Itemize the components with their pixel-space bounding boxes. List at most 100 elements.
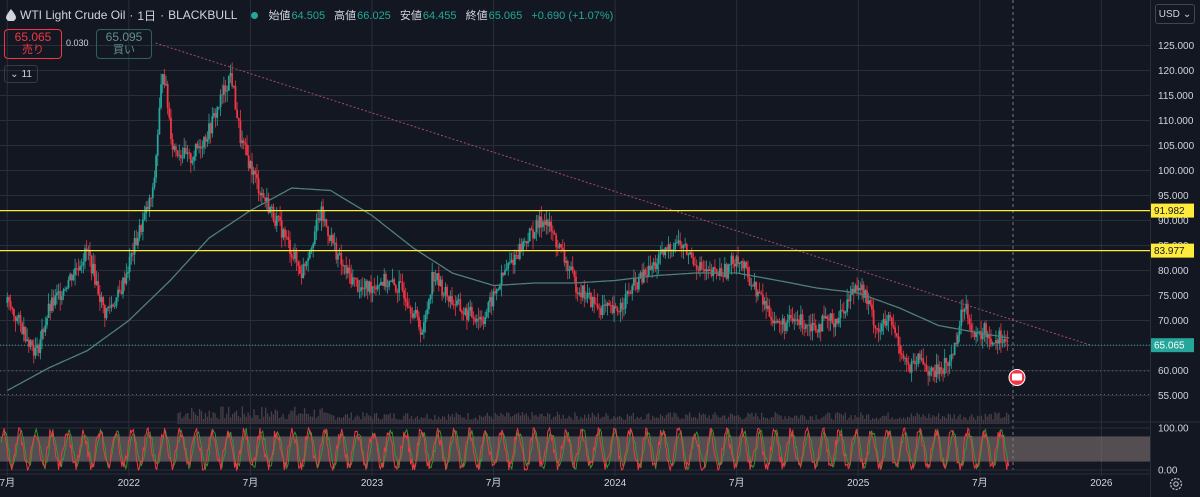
currency-selector[interactable]: USD ⌄ — [1155, 4, 1195, 24]
interval-label[interactable]: 1日 — [137, 8, 157, 23]
volume-bar — [930, 417, 932, 424]
volume-bar — [228, 406, 230, 424]
candle-body — [360, 287, 362, 291]
candle-body — [122, 277, 124, 294]
time-tick-label: 7月 — [729, 477, 745, 489]
candle-body — [138, 225, 141, 239]
volume-bar — [601, 417, 603, 424]
candle-body — [970, 324, 973, 332]
indicators-count: 11 — [21, 68, 32, 80]
candle-body — [305, 260, 308, 267]
volume-bar — [420, 417, 422, 424]
volume-bar — [677, 416, 679, 424]
volume-bar — [823, 416, 825, 424]
volume-bar — [552, 417, 555, 424]
candle-body — [743, 262, 746, 269]
candle-body — [593, 296, 596, 304]
candle-body — [193, 156, 196, 161]
candle-body — [282, 229, 285, 238]
candle-body — [330, 234, 333, 241]
candle-body — [945, 357, 948, 363]
candle-body — [599, 308, 602, 316]
volume-bar — [270, 411, 273, 424]
volume-bar — [908, 417, 911, 424]
candle-body — [39, 339, 42, 353]
sell-button[interactable]: 65.065 売り — [4, 29, 62, 59]
candle-body — [654, 262, 657, 270]
candle-body — [89, 249, 91, 256]
volume-bar — [300, 413, 302, 424]
volume-bar — [523, 414, 525, 424]
volume-bar — [278, 418, 280, 424]
candle-body — [140, 225, 143, 232]
candle-body — [634, 278, 637, 283]
candle-body — [482, 320, 485, 325]
candle-body — [669, 244, 672, 252]
volume-bar — [827, 412, 829, 424]
candle-body — [500, 272, 503, 286]
oscillator-tick-label: 0.00 — [1158, 466, 1178, 477]
volume-bar — [932, 415, 934, 424]
time-tick-label: 7月 — [486, 477, 502, 489]
volume-bar — [502, 414, 504, 424]
candle-body — [563, 250, 566, 263]
volume-bar — [704, 414, 706, 424]
candle-body — [204, 136, 207, 142]
volume-bar — [597, 413, 599, 424]
candle-body — [1003, 339, 1006, 343]
candle-body — [876, 328, 878, 330]
volume-bar — [757, 416, 759, 424]
candle-body — [310, 248, 313, 251]
candle-body — [289, 239, 291, 255]
candle-body — [773, 321, 776, 324]
candle-body — [97, 281, 100, 295]
volume-bar — [943, 416, 946, 424]
volume-bar — [945, 418, 948, 424]
volume-bar — [871, 418, 874, 424]
candle-body — [864, 290, 867, 298]
candle-body — [717, 273, 720, 276]
candle-body — [47, 303, 50, 319]
volume-bar — [319, 409, 321, 424]
candle-body — [175, 146, 177, 151]
candle-body — [421, 332, 424, 335]
candle-body — [747, 267, 749, 278]
volume-bar — [655, 417, 658, 424]
volume-bar — [391, 418, 393, 424]
buy-button[interactable]: 65.095 買い — [96, 29, 152, 59]
candle-body — [222, 85, 225, 95]
volume-bar — [778, 415, 780, 424]
volume-bar — [755, 413, 757, 424]
candle-body — [887, 314, 890, 322]
volume-bar — [689, 412, 691, 424]
candle-body — [237, 118, 240, 121]
candle-body — [317, 218, 320, 220]
candle-body — [953, 342, 956, 355]
volume-bar — [976, 416, 979, 424]
oscillator-tick-label: 100.00 — [1158, 424, 1189, 435]
gear-icon[interactable] — [1168, 476, 1184, 492]
candle-body — [470, 306, 473, 318]
candle-body — [664, 247, 667, 256]
candle-body — [566, 260, 569, 271]
indicators-toggle[interactable]: ⌄ 11 — [4, 65, 38, 83]
volume-bar — [838, 413, 841, 424]
volume-bar — [315, 418, 317, 424]
candle-body — [158, 107, 161, 135]
candle-body — [933, 370, 936, 377]
symbol-name[interactable]: WTI Light Crude Oil — [20, 8, 126, 22]
candle-body — [917, 353, 920, 364]
candle-body — [333, 242, 336, 244]
candle-body — [184, 148, 187, 154]
candle-body — [451, 295, 453, 305]
volume-bar — [510, 416, 512, 424]
volume-bar — [191, 407, 193, 424]
candle-body — [294, 251, 296, 259]
candle-body — [494, 291, 496, 294]
candle-body — [867, 300, 870, 304]
candle-body — [537, 220, 539, 228]
candle-body — [424, 314, 427, 323]
volume-bar — [922, 414, 924, 424]
candle-body — [727, 264, 730, 279]
